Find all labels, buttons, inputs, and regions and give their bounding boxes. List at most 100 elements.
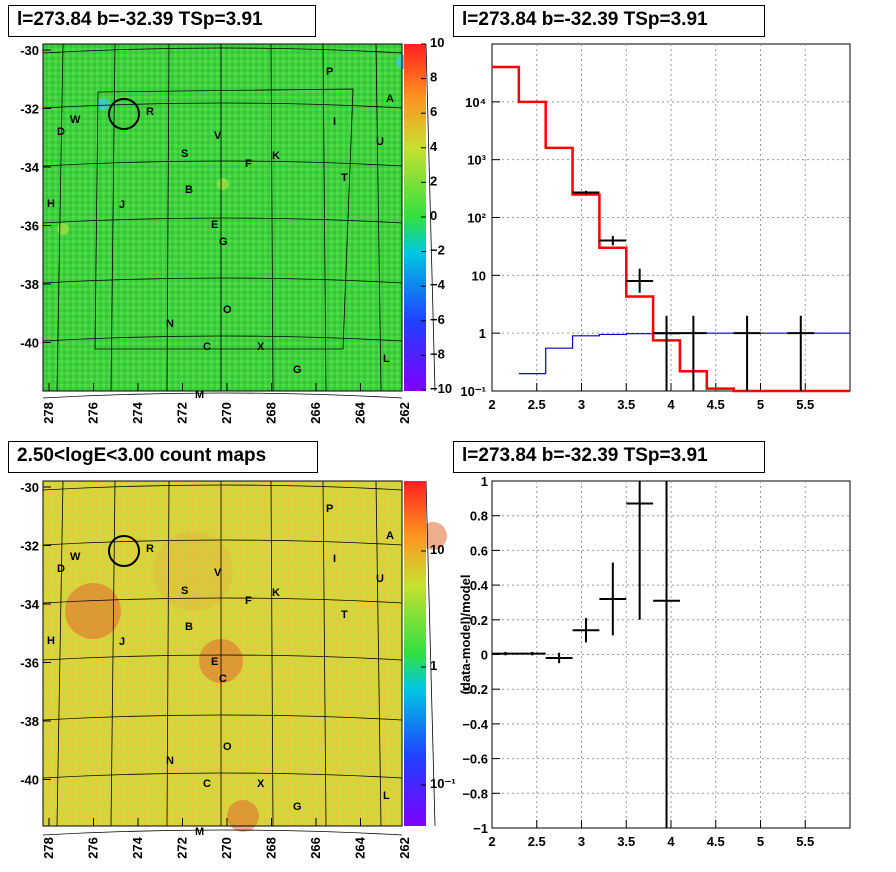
source-label-w: W [70, 551, 81, 563]
count-map-grid-lat [42, 714, 403, 721]
source-label-r: R [146, 543, 154, 555]
residual-map-cbar-label: 4 [430, 139, 438, 154]
spectrum-frame [491, 43, 851, 392]
residuals-xtick-label: 4 [667, 834, 675, 849]
residuals-ytick-label: 0.8 [470, 509, 488, 524]
residual-map-cbar-label: −6 [430, 312, 445, 327]
spectrum-xtick-label: 4 [667, 397, 675, 412]
source-label-c: C [219, 673, 227, 685]
source-label-n: N [166, 318, 174, 330]
source-label-u: U [376, 136, 384, 148]
residual-map-xtick-label: 268 [264, 402, 279, 424]
residual-map-grid-lon [270, 43, 274, 392]
count-map-grid-lat [42, 829, 403, 836]
source-label-u: U [376, 573, 384, 585]
spectrum-xtick-label: 4.5 [707, 397, 725, 412]
source-label-g: G [293, 801, 302, 813]
count-map-ytick-label: -30 [20, 480, 39, 495]
count-map-xtick-label: 270 [219, 837, 234, 859]
source-label-h: H [47, 635, 55, 647]
source-label-t: T [341, 172, 348, 184]
count-map-xtick-label: 264 [353, 836, 368, 858]
residual-map-cbar-label: −2 [430, 243, 445, 258]
source-label-p: P [326, 66, 333, 78]
count-map-colorbar [404, 481, 426, 826]
count-map-grid-lon [425, 480, 436, 827]
count-map-cbar-label: 1 [430, 658, 437, 673]
count-map-cbar-label: 10 [430, 542, 444, 557]
source-label-o: O [223, 741, 232, 753]
source-label-k: K [272, 150, 280, 162]
count-map-grid-lat [42, 597, 403, 604]
spectrum-xtick-label: 2.5 [528, 397, 546, 412]
source-label-e: E [211, 219, 218, 231]
spectrum-ytick-label: 10² [467, 211, 486, 226]
source-label-o: O [223, 304, 232, 316]
residual-map-cbar-label: −8 [430, 346, 445, 361]
residual-map-ytick-label: -30 [20, 43, 39, 58]
source-label-m: M [195, 389, 204, 401]
source-label-b: B [185, 184, 193, 196]
spectrum-title: l=273.84 b=-32.39 TSp=3.91 [453, 5, 765, 37]
count-map-grid-lat [42, 484, 403, 491]
spectrum-xtick-label: 3.5 [617, 397, 635, 412]
source-label-v: V [214, 130, 222, 142]
source-label-i: I [333, 553, 336, 565]
source-label-c: C [203, 341, 211, 353]
residual-map-grid-lon [322, 43, 327, 392]
source-label-s: S [181, 585, 188, 597]
residuals-ytick-label: 0 [481, 648, 488, 663]
source-label-x: X [257, 778, 265, 790]
residual-map-source-circle [108, 98, 140, 130]
count-map-hotspot [65, 583, 121, 639]
count-map-grid-lat [42, 654, 403, 661]
residual-map-roi [94, 88, 354, 350]
count-map-grid-lon [270, 480, 274, 827]
source-label-c: C [203, 778, 211, 790]
residual-map-xtick-label: 270 [219, 402, 234, 424]
count-map-ytick-label: -34 [20, 597, 40, 612]
model-line [492, 65, 850, 393]
residuals-ylabel: (data-model)/model [458, 575, 473, 695]
source-label-a: A [386, 530, 394, 542]
residual-map-grid-lat [42, 217, 403, 224]
count-map-grid-lon [322, 480, 327, 827]
source-label-n: N [166, 755, 174, 767]
source-label-g: G [219, 236, 228, 248]
residuals-xtick-label: 2.5 [528, 834, 546, 849]
source-label-f: F [245, 595, 252, 607]
source-label-e: E [211, 656, 218, 668]
source-label-h: H [47, 198, 55, 210]
source-label-m: M [195, 826, 204, 838]
residual-map-ytick-label: -38 [20, 277, 39, 292]
residual-map-xtick-label: 266 [308, 402, 323, 424]
residuals-ytick-label: 0.4 [470, 578, 489, 593]
spectrum-ytick-label: 10³ [467, 153, 486, 168]
residual-map-ytick-label: -32 [20, 102, 39, 117]
count-map-cbar-label: 10⁻¹ [430, 776, 456, 791]
count-map-xtick-label: 276 [86, 837, 101, 859]
residual-map-grid-lat [42, 102, 403, 109]
source-label-d: D [57, 563, 65, 575]
count-map-grid-lat [42, 539, 403, 546]
count-map-xtick-label: 274 [130, 836, 145, 858]
residual-map-xtick-label: 276 [86, 402, 101, 424]
count-map-grid-lat [42, 772, 403, 779]
residual-map-xtick-label: 262 [397, 402, 412, 424]
count-map-xtick-label: 266 [308, 837, 323, 859]
residual-map-grid-lat [42, 160, 403, 167]
residuals-frame [491, 480, 851, 829]
count-map-source-circle [108, 535, 140, 567]
count-map-frame [42, 480, 403, 827]
source-label-r: R [146, 106, 154, 118]
count-map-xtick-label: 268 [264, 837, 279, 859]
spectrum-xtick-label: 5.5 [796, 397, 814, 412]
residual-map-grid-lon [56, 43, 64, 392]
count-map-hotspot [153, 531, 233, 611]
count-map-ytick-label: -36 [20, 656, 39, 671]
spectrum-xtick-label: 3 [578, 397, 585, 412]
residual-map-cbar-label: 10 [430, 35, 444, 50]
count-map-ytick-label: -40 [20, 773, 39, 788]
residuals-title: l=273.84 b=-32.39 TSp=3.91 [453, 441, 765, 473]
